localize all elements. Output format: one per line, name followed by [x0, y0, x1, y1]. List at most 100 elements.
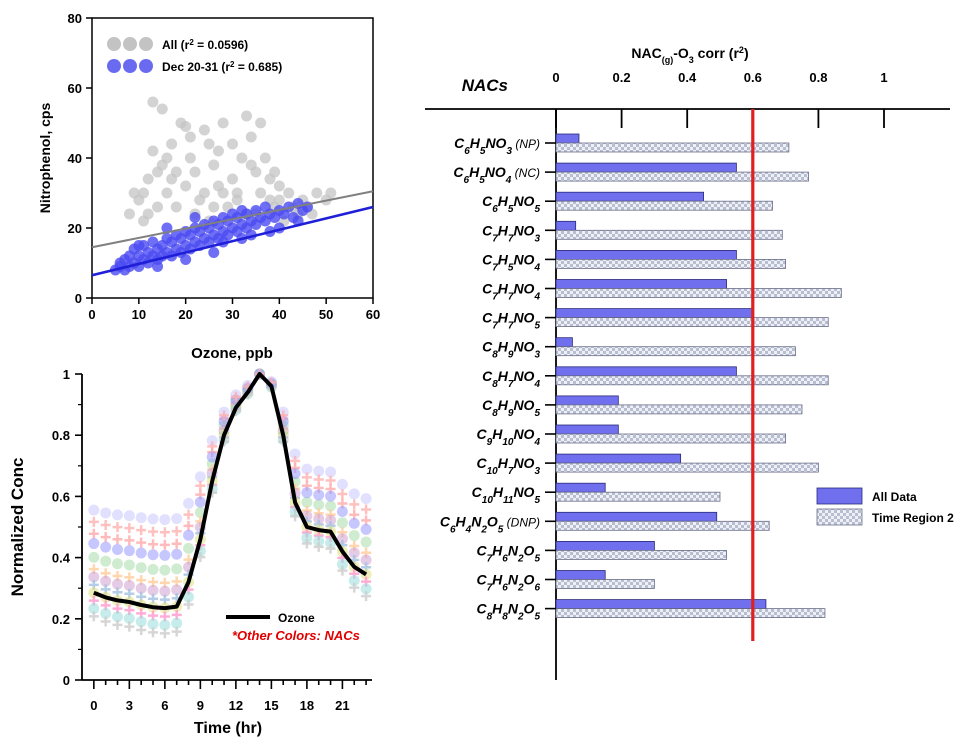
formula-subscript: 10 — [502, 437, 514, 448]
nac-marker-plus — [88, 611, 99, 622]
bar-series — [555, 133, 842, 618]
nac-marker-circle — [123, 545, 135, 557]
scatter-x-tick-label: 20 — [178, 307, 192, 322]
nac-marker-plus — [171, 538, 182, 549]
formula-subscript: 5 — [534, 204, 540, 215]
nac-marker-plus — [136, 624, 147, 635]
formula-text: O — [524, 572, 535, 588]
formula-text: C — [477, 455, 488, 471]
bar-all-data — [555, 133, 580, 144]
bar-all-data — [555, 511, 718, 522]
diurnal-x-tick-label: 15 — [264, 698, 278, 713]
scatter-point-all — [227, 138, 238, 150]
scatter-y-tick-label: 40 — [68, 151, 82, 166]
nac-marker-circle — [194, 471, 206, 483]
nac-marker-plus — [207, 441, 218, 452]
nac-marker-plus — [88, 528, 99, 539]
bar-time-region-2 — [555, 200, 773, 211]
nac-marker-circle — [159, 549, 171, 561]
scatter-point-all — [208, 201, 220, 213]
diurnal-x-tick-label: 3 — [126, 698, 133, 713]
formula-text: NO — [513, 484, 534, 500]
formula-text: NO — [513, 368, 534, 384]
nac-marker-plus — [124, 621, 135, 632]
scatter-ticks — [86, 17, 374, 304]
ozone-legend-label: Ozone — [278, 611, 315, 625]
scatter-point-all — [166, 138, 178, 150]
nac-marker-plus — [124, 523, 135, 534]
diurnal-y-tick-label: 0.4 — [52, 551, 71, 566]
nac-marker-plus — [301, 472, 312, 483]
nac-marker-circle — [348, 517, 360, 529]
formula-text: N — [508, 572, 519, 588]
category-label: C10H11NO5 — [472, 484, 541, 506]
nac-marker-circle — [348, 575, 360, 587]
legend-text: Dec 20-31 (r — [162, 60, 230, 74]
scatter-point-all — [198, 187, 210, 199]
formula-text: N — [508, 601, 519, 617]
nac-marker-circle — [313, 513, 325, 525]
scatter-point-all — [241, 110, 253, 122]
bar-legend: All Data Time Region 2 — [816, 487, 954, 526]
bar-x-tick-label: 1 — [880, 70, 887, 85]
formula-subscript: 7 — [508, 466, 514, 477]
formula-text: C — [482, 193, 493, 209]
nac-marker-circle — [313, 489, 325, 501]
nac-marker-circle — [171, 617, 183, 629]
nac-marker-plus — [148, 539, 159, 550]
nac-marker-plus — [183, 599, 194, 610]
scatter-legend: All (r2 = 0.0596)Dec 20-31 (r2 = 0.685) — [107, 37, 282, 74]
diurnal-x-tick-label: 0 — [90, 698, 97, 713]
formula-subscript: 11 — [503, 495, 514, 506]
formula-subscript: 6 — [464, 175, 470, 186]
formula-subscript: 8 — [492, 349, 498, 360]
nac-marker-plus — [219, 410, 230, 421]
formula-text: H — [498, 310, 509, 326]
category-label: C8H8N2O5 — [476, 601, 540, 623]
diurnal-x-tick-label: 9 — [197, 698, 204, 713]
formula-subscript: 6 — [450, 524, 456, 535]
legend-marker — [139, 59, 153, 73]
formula-subscript: 5 — [534, 320, 540, 331]
formula-text: H — [492, 426, 503, 442]
nac-marker-plus — [148, 526, 159, 537]
formula-subscript: 6 — [492, 204, 498, 215]
nac-marker-circle — [183, 542, 195, 554]
nac-marker-circle — [147, 513, 159, 525]
scatter-points — [109, 96, 337, 276]
nacs-row-header: NACs — [462, 76, 508, 95]
nac-marker-circle — [112, 509, 124, 521]
nac-marker-plus — [100, 616, 111, 627]
formula-subscript: 8 — [487, 611, 493, 622]
nac-marker-plus — [100, 532, 111, 543]
formula-subscript: 8 — [502, 611, 508, 622]
nac-marker-plus — [313, 474, 324, 485]
nac-marker-circle — [135, 547, 147, 559]
nac-marker-circle — [336, 533, 348, 545]
formula-text: O — [524, 542, 535, 558]
scatter-x-tick-label: 60 — [366, 307, 380, 322]
diurnal-x-ticks: 0 3 6 9 12 15 18 21 — [90, 680, 367, 713]
formula-text: H — [492, 542, 503, 558]
formula-subscript: 2 — [517, 582, 524, 593]
formula-subscript: 7 — [508, 320, 514, 331]
diurnal-x-tick-label: 18 — [300, 698, 314, 713]
scatter-x-tick-label: 40 — [272, 307, 286, 322]
nac-marker-plus — [337, 488, 348, 499]
legend-marker — [139, 37, 153, 51]
bar-time-region-2 — [555, 288, 842, 298]
diurnal-y-tick-label: 1 — [63, 367, 70, 382]
formula-subscript: 5 — [534, 553, 540, 564]
scatter-y-tick-labels: 0 20 40 60 80 — [68, 11, 82, 306]
formula-subscript: 2 — [517, 611, 524, 622]
bar-x-tick-label: 0.6 — [744, 70, 762, 85]
title-text: corr (r — [694, 45, 740, 61]
formula-subscript: 3 — [506, 146, 512, 157]
formula-subscript: 6 — [464, 146, 470, 157]
legend-swatch-all-data — [816, 487, 863, 505]
nac-marker-circle — [313, 535, 325, 547]
bar-all-data — [555, 279, 727, 289]
bar-category-labels: C6H5NO3 (NP)C6H5NO4 (NC)C6H5NO5C7H7NO3C7… — [440, 135, 556, 622]
scatter-y-tick-label: 0 — [75, 291, 82, 306]
legend-superscript: 2 — [230, 60, 235, 69]
